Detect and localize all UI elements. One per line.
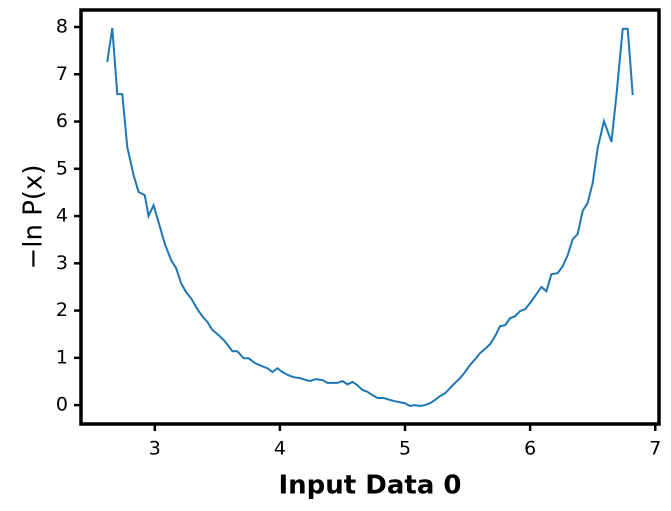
y-tick-label: 8 (56, 16, 68, 38)
y-tick-label: 6 (56, 110, 68, 132)
y-tick-label: 4 (56, 205, 68, 227)
plot-frame (79, 8, 661, 426)
y-tick-label: 1 (56, 346, 68, 368)
y-tick-label: 7 (56, 63, 68, 85)
data-line (106, 27, 634, 408)
y-tick-label: 5 (56, 157, 68, 179)
y-tick-label: 2 (56, 299, 68, 321)
x-tick-label: 3 (149, 438, 161, 460)
x-tick-label: 6 (524, 438, 536, 460)
x-tick-label: 4 (274, 438, 286, 460)
x-tick-label: 5 (399, 438, 411, 460)
x-tick-label: 7 (649, 438, 661, 460)
x-axis-label: Input Data 0 (278, 471, 461, 501)
y-tick-label: 3 (56, 252, 68, 274)
y-axis-label: −ln P(x) (19, 164, 49, 269)
y-tick-label: 0 (56, 394, 68, 416)
